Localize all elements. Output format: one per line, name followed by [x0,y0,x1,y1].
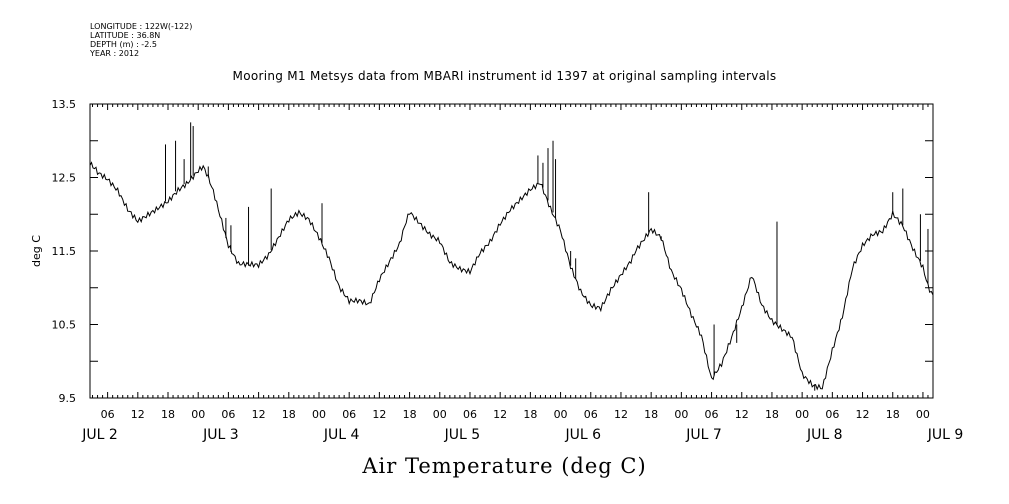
x-tick-label: 18 [886,408,900,421]
x-tick-label: 00 [554,408,568,421]
meta-year: YEAR : 2012 [90,49,140,58]
x-day-label: JUL 7 [685,427,722,443]
x-tick-label: 18 [765,408,779,421]
x-tick-label: 12 [735,408,749,421]
chart-title: Mooring M1 Metsys data from MBARI instru… [232,69,777,83]
y-tick-label: 9.5 [59,392,77,405]
x-tick-label: 12 [614,408,628,421]
x-tick-label: 12 [856,408,870,421]
x-tick-label: 00 [312,408,326,421]
y-tick-label: 13.5 [52,98,77,111]
x-day-label: JUL 3 [202,427,239,443]
labels-layer: 06 12 18 00 06 12 18 00 06 12 18 00 06 12 18 00 06 12 18 00… [30,98,963,443]
x-tick-label: 06 [221,408,235,421]
x-tick-label: 18 [403,408,417,421]
x-tick-label: 18 [644,408,658,421]
x-tick-label: 12 [372,408,386,421]
meta-depth: DEPTH (m) : -2.5 [90,40,157,49]
x-axis-title: Air Temperature (deg C) [362,454,647,478]
x-day-label: JUL 4 [323,427,360,443]
x-tick-label: 00 [674,408,688,421]
x-day-label: JUL 2 [81,427,118,443]
temperature-series-line [89,161,934,391]
x-day-label: JUL 5 [444,427,481,443]
y-axis-label: deg C [30,235,43,267]
x-day-label: JUL 9 [927,427,964,443]
x-tick-label: 12 [493,408,507,421]
x-tick-label: 18 [523,408,537,421]
x-tick-label: 00 [433,408,447,421]
x-day-label: JUL 6 [564,427,601,443]
x-day-label: JUL 8 [806,427,843,443]
x-tick-label: 06 [342,408,356,421]
x-tick-label: 12 [131,408,145,421]
x-tick-label: 06 [463,408,477,421]
x-tick-label: 12 [252,408,266,421]
x-tick-label: 06 [705,408,719,421]
meta-latitude: LATITUDE : 36.8N [90,31,161,40]
axes-layer [89,103,934,399]
x-tick-label: 06 [101,408,115,421]
x-tick-label: 18 [282,408,296,421]
y-tick-label: 10.5 [52,319,77,332]
x-tick-label: 18 [161,408,175,421]
series-layer [89,122,934,391]
x-tick-label: 06 [825,408,839,421]
x-tick-label: 00 [191,408,205,421]
x-tick-label: 00 [795,408,809,421]
y-tick-label: 11.5 [52,245,77,258]
y-tick-label: 12.5 [52,172,77,185]
meta-longitude: LONGITUDE : 122W(-122) [90,22,193,31]
plot-frame [89,103,934,399]
x-tick-label: 06 [584,408,598,421]
metadata-block: LONGITUDE : 122W(-122) LATITUDE : 36.8N … [90,22,192,58]
x-tick-label: 00 [916,408,930,421]
